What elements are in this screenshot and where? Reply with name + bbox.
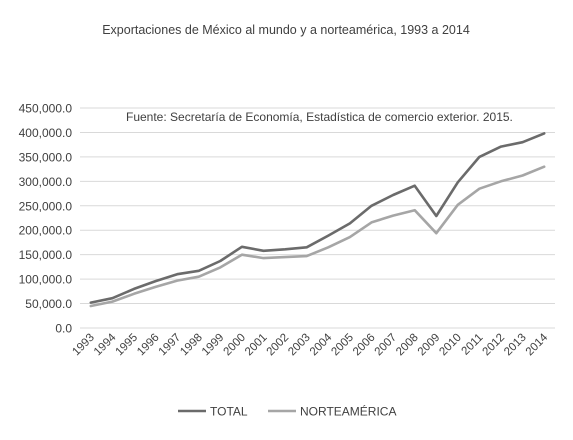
chart-title: Exportaciones de México al mundo y a nor… [102,23,470,37]
source-annotation: Fuente: Secretaría de Economía, Estadíst… [126,110,513,124]
series-lines [89,132,546,308]
x-tick-label: 1994 [92,331,119,358]
x-tick-label: 1999 [200,332,227,359]
y-tick-label: 100,000.0 [19,273,73,287]
x-tick-label: 2011 [460,332,486,358]
x-tick-label: 2004 [308,331,335,358]
y-tick-label: 150,000.0 [19,248,73,262]
y-axis-tick-labels: 0.0 50,000.0 100,000.0 150,000.0 200,000.0 25… [19,102,73,336]
x-tick-label: 2000 [221,332,248,359]
legend-label: TOTAL [210,405,248,419]
x-tick-label: 2013 [502,332,529,359]
x-tick-label: 2014 [524,331,551,358]
legend-label: NORTEAMÉRICA [300,404,396,419]
x-tick-label: 2008 [394,332,421,359]
x-tick-label: 2005 [329,332,356,359]
series-line-total [89,132,546,304]
x-tick-label: 2006 [351,332,378,359]
x-tick-label: 2001 [243,332,270,359]
x-tick-label: 1998 [178,332,205,359]
x-tick-label: 2003 [286,332,313,359]
y-tick-label: 0.0 [55,322,72,336]
x-tick-label: 2002 [265,332,292,359]
y-tick-label: 400,000.0 [19,126,73,140]
x-tick-label: 1993 [70,332,97,359]
y-tick-label: 300,000.0 [19,175,73,189]
y-tick-label: 450,000.0 [19,102,73,116]
y-tick-label: 200,000.0 [19,224,73,238]
x-tick-label: 2012 [481,332,508,359]
x-tick-label: 2009 [416,332,443,359]
x-tick-label: 2007 [373,332,400,359]
grid-lines [80,107,555,329]
x-tick-label: 2010 [437,332,464,359]
x-axis-tick-labels: 1993199419951996199719981999200020012002… [70,331,550,358]
legend: TOTAL NORTEAMÉRICA [178,404,396,419]
series-line-norteamérica [89,165,546,308]
y-tick-label: 250,000.0 [19,199,73,213]
x-tick-label: 1995 [114,332,141,359]
x-tick-label: 1996 [135,332,162,359]
y-tick-label: 350,000.0 [19,150,73,164]
x-tick-label: 1997 [157,332,184,359]
y-tick-label: 50,000.0 [25,297,72,311]
